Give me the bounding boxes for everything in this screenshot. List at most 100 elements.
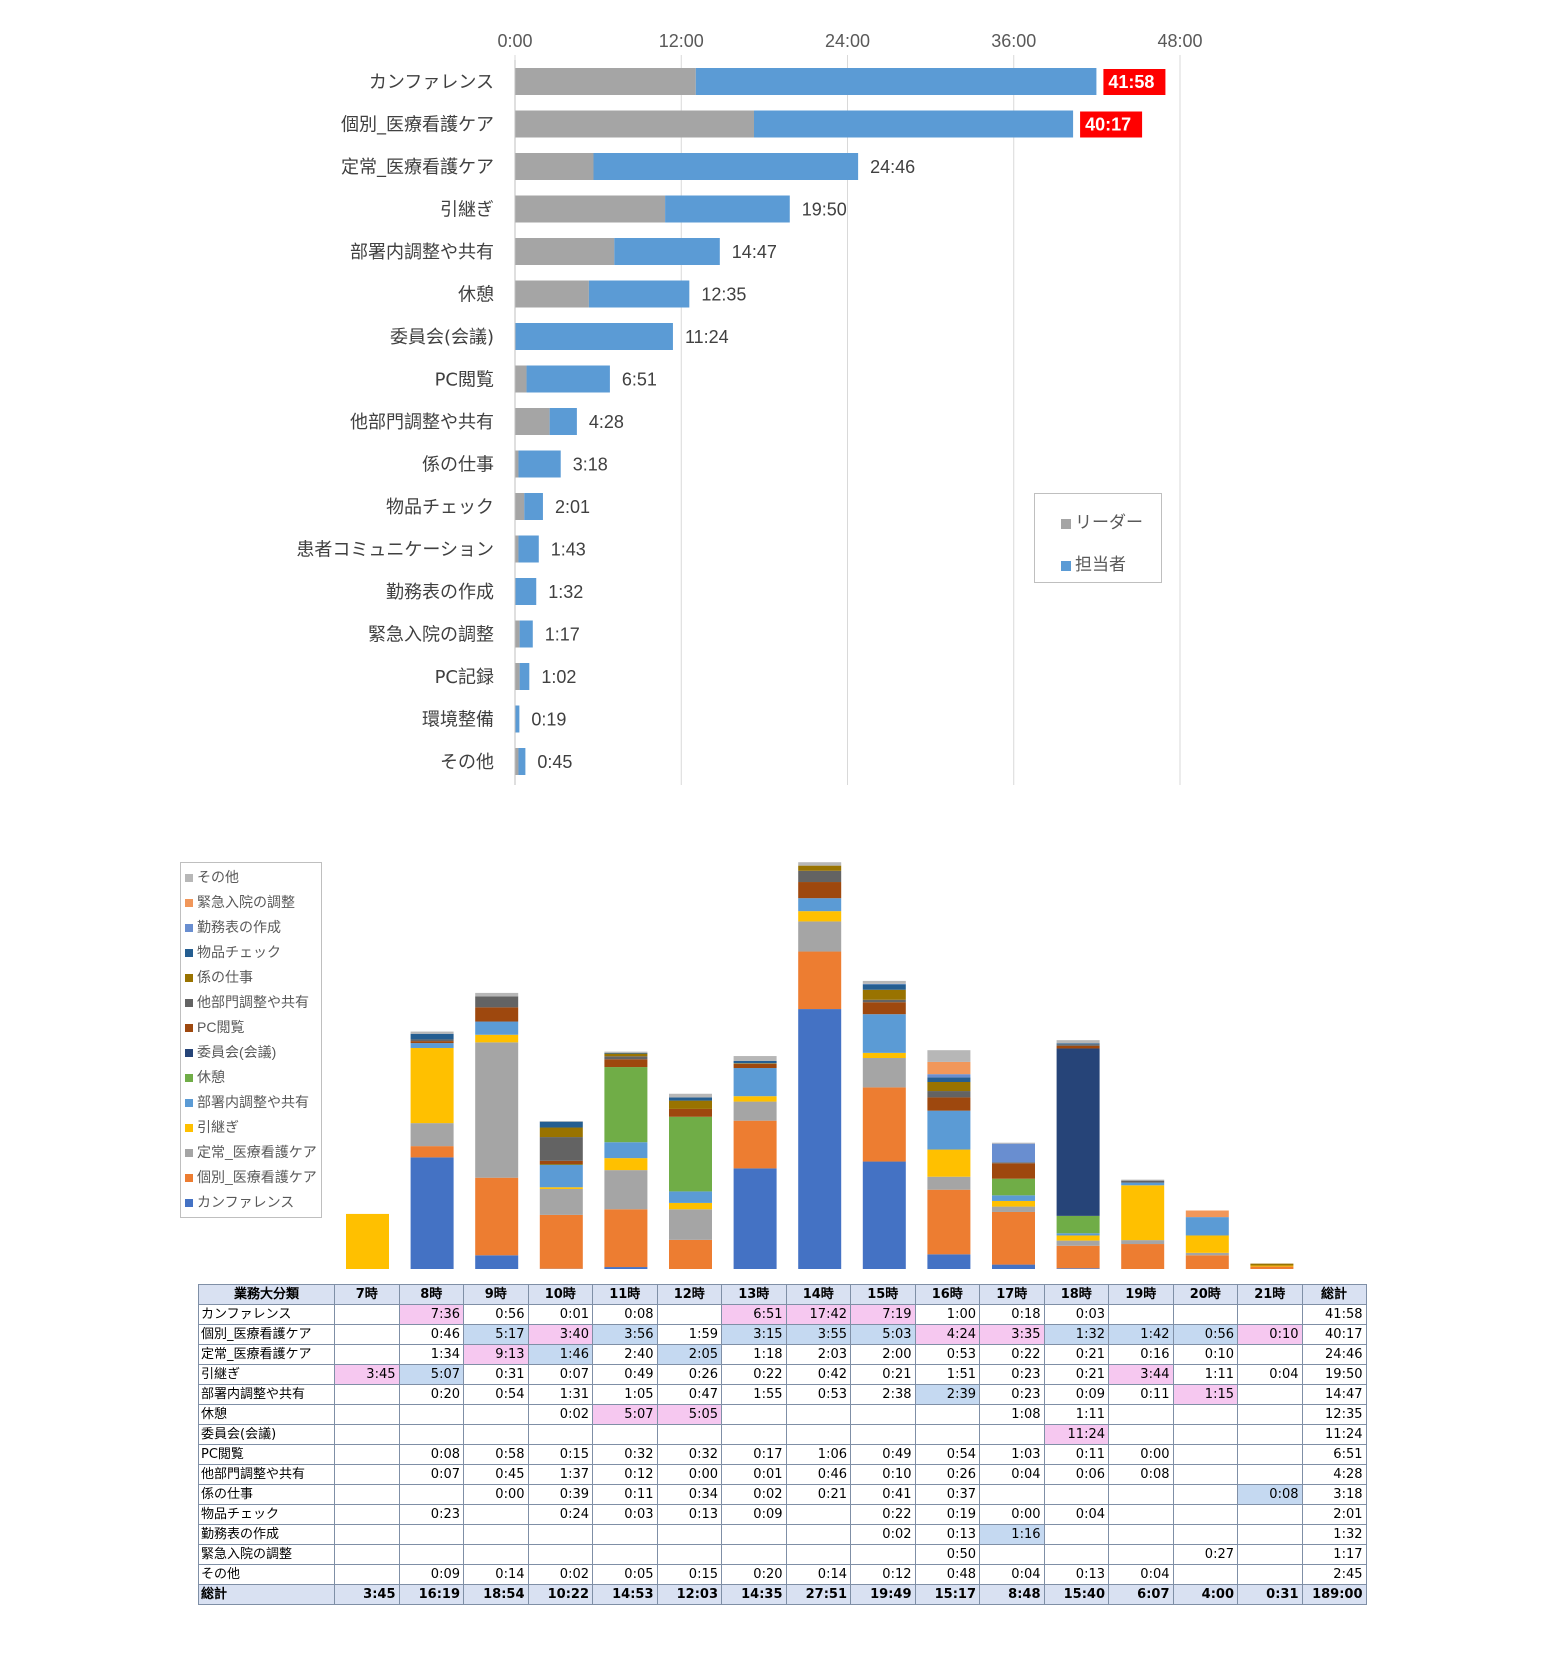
total-label: 40:17 bbox=[1085, 115, 1131, 135]
table-cell: 0:02 bbox=[721, 1484, 787, 1505]
table-cell: 9:13 bbox=[463, 1344, 529, 1365]
column-segment bbox=[475, 1007, 519, 1022]
column-segment bbox=[733, 1168, 777, 1269]
staff-bar bbox=[588, 280, 690, 308]
column-segment bbox=[604, 1053, 648, 1057]
total-label: 19:50 bbox=[802, 200, 847, 220]
legend-item-leader: リーダー bbox=[1061, 508, 1143, 533]
leader-bar bbox=[515, 153, 594, 180]
total-highlight bbox=[1103, 69, 1166, 95]
table-cell bbox=[334, 1404, 400, 1425]
horizontal-bar-chart: 0:00 12:00 24:00 36:00 48:00 カンファレンス 41:58 個別_医… bbox=[296, 31, 1203, 785]
column-segment bbox=[539, 1160, 583, 1165]
table-cell: 3:35 bbox=[979, 1324, 1045, 1345]
column-segment bbox=[604, 1209, 648, 1268]
table-row: 緊急入院の調整 0:50 0:27 1:17 bbox=[198, 1544, 1367, 1565]
category-label: 休憩 bbox=[458, 285, 494, 306]
column-segment bbox=[604, 1142, 648, 1159]
column-segment bbox=[1056, 1240, 1100, 1246]
table-cell: 0:12 bbox=[592, 1464, 658, 1485]
legend-swatch bbox=[185, 1074, 193, 1083]
total-label: 4:28 bbox=[589, 412, 624, 432]
table-cell: 0:05 bbox=[592, 1564, 658, 1585]
table-cell: 0:14 bbox=[785, 1564, 851, 1585]
column-segment bbox=[475, 1177, 519, 1256]
table-cell: 7:19 bbox=[850, 1304, 916, 1325]
table-cell: 2:45 bbox=[1301, 1564, 1367, 1585]
column-segment bbox=[992, 1195, 1035, 1201]
legend-item: 委員会(会議) bbox=[185, 1042, 276, 1062]
table-cell bbox=[398, 1544, 464, 1565]
x-tick-label: 48:00 bbox=[1157, 31, 1202, 51]
column-segment bbox=[1056, 1268, 1100, 1269]
table-cell bbox=[850, 1544, 916, 1565]
table-cell: 7:36 bbox=[398, 1304, 464, 1325]
table-cell: 0:11 bbox=[592, 1484, 658, 1505]
table-cell: 0:45 bbox=[463, 1464, 529, 1485]
table-cell: 11:24 bbox=[1301, 1424, 1367, 1445]
column-segment bbox=[927, 1050, 971, 1062]
column-header: 15時 bbox=[850, 1284, 916, 1305]
table-cell: 3:40 bbox=[527, 1324, 593, 1345]
row-label: 係の仕事 bbox=[198, 1484, 335, 1505]
leader-bar bbox=[515, 280, 589, 308]
table-cell bbox=[1237, 1424, 1303, 1445]
column-segment bbox=[669, 1191, 712, 1203]
total-label: 0:45 bbox=[537, 752, 572, 772]
column-segment bbox=[1121, 1244, 1165, 1269]
table-cell bbox=[785, 1524, 851, 1545]
column-segment bbox=[992, 1206, 1035, 1212]
column-header: 18時 bbox=[1043, 1284, 1109, 1305]
table-cell: 0:47 bbox=[656, 1384, 722, 1405]
table-cell: 1:17 bbox=[1301, 1544, 1367, 1565]
table-cell: 0:54 bbox=[463, 1384, 529, 1405]
table-cell: 0:07 bbox=[527, 1364, 593, 1385]
table-cell bbox=[1108, 1404, 1174, 1425]
column-segment bbox=[862, 1052, 906, 1059]
table-cell bbox=[1237, 1464, 1303, 1485]
table-cell bbox=[1237, 1404, 1303, 1425]
total-label: 41:58 bbox=[1108, 72, 1154, 92]
table-cell: 1:15 bbox=[1172, 1384, 1238, 1405]
column-segment bbox=[410, 1146, 454, 1158]
staff-bar bbox=[515, 323, 673, 350]
table-cell: 0:24 bbox=[527, 1504, 593, 1525]
table-cell bbox=[1237, 1444, 1303, 1465]
column-segment bbox=[733, 1096, 777, 1102]
table-cell bbox=[463, 1404, 529, 1425]
table-cell: 3:56 bbox=[592, 1324, 658, 1345]
table-cell: 5:17 bbox=[463, 1324, 529, 1345]
table-cell: 15:17 bbox=[914, 1584, 980, 1605]
table-cell bbox=[334, 1464, 400, 1485]
column-header: 8時 bbox=[398, 1284, 464, 1305]
table-cell bbox=[1108, 1504, 1174, 1525]
column-segment bbox=[798, 921, 842, 952]
row-label: 個別_医療看護ケア bbox=[198, 1324, 335, 1345]
bar-chart-legend: リーダー 担当者 bbox=[1034, 493, 1162, 583]
table-cell bbox=[656, 1524, 722, 1545]
table-cell: 0:03 bbox=[1043, 1304, 1109, 1325]
column-segment bbox=[927, 1061, 971, 1075]
table-cell: 0:48 bbox=[914, 1564, 980, 1585]
table-cell bbox=[1043, 1544, 1109, 1565]
table-cell: 0:18 bbox=[979, 1304, 1045, 1325]
table-cell bbox=[1237, 1564, 1303, 1585]
table-cell: 0:15 bbox=[527, 1444, 593, 1465]
column-header: 14時 bbox=[785, 1284, 851, 1305]
leader-bar bbox=[515, 110, 754, 138]
column-segment bbox=[669, 1097, 712, 1101]
column-header: 11時 bbox=[592, 1284, 658, 1305]
column-segment bbox=[733, 1120, 777, 1169]
table-cell: 1:05 bbox=[592, 1384, 658, 1405]
table-row: 定常_医療看護ケア 1:34 9:13 1:46 2:40 2:05 1:18 2:03 2:0… bbox=[198, 1344, 1367, 1365]
table-cell bbox=[334, 1384, 400, 1405]
table-cell: 0:03 bbox=[592, 1504, 658, 1525]
column-header: 17時 bbox=[979, 1284, 1045, 1305]
table-row: 委員会(会議) 11:24 11:24 bbox=[198, 1424, 1367, 1445]
table-cell: 0:22 bbox=[979, 1344, 1045, 1365]
column-segment bbox=[604, 1056, 648, 1060]
table-cell bbox=[527, 1424, 593, 1445]
column-header: 業務大分類 bbox=[198, 1284, 335, 1305]
table-cell bbox=[527, 1544, 593, 1565]
total-label: 6:51 bbox=[622, 370, 657, 390]
